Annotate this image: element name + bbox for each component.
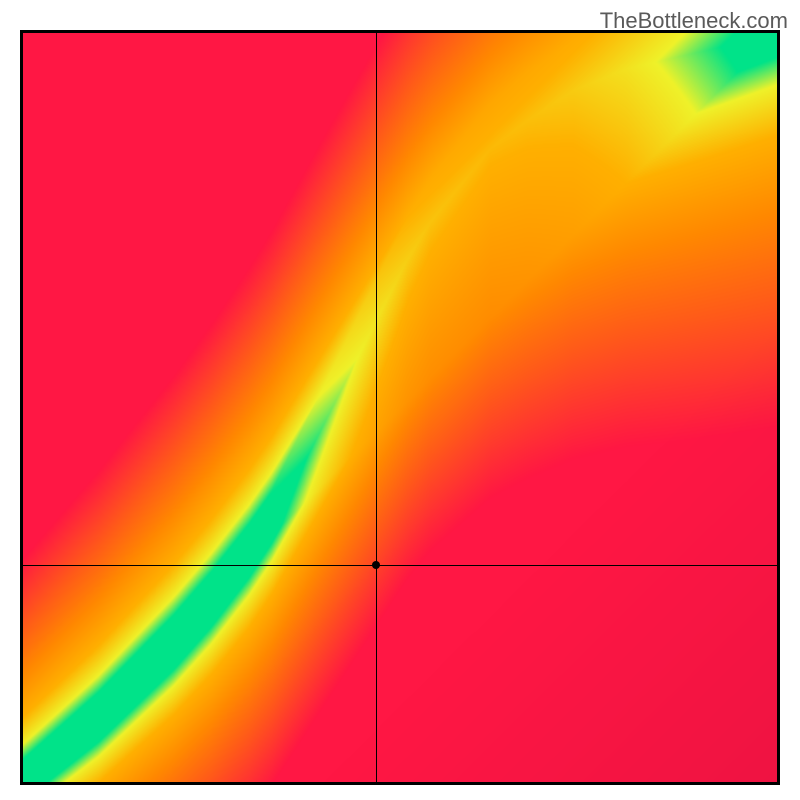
heatmap-canvas: [23, 33, 777, 782]
crosshair-horizontal: [23, 565, 777, 566]
crosshair-marker-dot: [372, 561, 380, 569]
bottleneck-heatmap-chart: [20, 30, 780, 785]
crosshair-vertical: [376, 33, 377, 782]
watermark-text: TheBottleneck.com: [600, 8, 788, 34]
